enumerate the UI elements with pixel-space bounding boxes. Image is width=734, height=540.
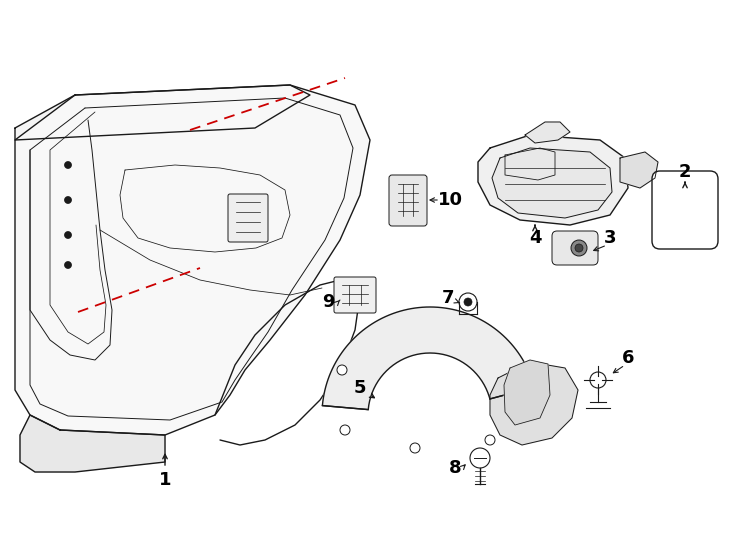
FancyBboxPatch shape [652, 171, 718, 249]
Text: 9: 9 [321, 293, 334, 311]
Polygon shape [15, 85, 370, 435]
Text: 10: 10 [437, 191, 462, 209]
Circle shape [65, 261, 71, 268]
Polygon shape [620, 152, 658, 188]
Polygon shape [490, 362, 578, 445]
Polygon shape [504, 360, 550, 425]
Text: 5: 5 [354, 379, 366, 397]
Polygon shape [492, 148, 612, 218]
FancyBboxPatch shape [228, 194, 268, 242]
Circle shape [65, 161, 71, 168]
Polygon shape [525, 122, 570, 143]
Circle shape [65, 232, 71, 239]
Circle shape [470, 448, 490, 468]
Circle shape [337, 365, 347, 375]
Circle shape [485, 435, 495, 445]
Circle shape [571, 240, 587, 256]
Circle shape [459, 293, 477, 311]
Text: 4: 4 [528, 229, 541, 247]
Text: 8: 8 [448, 459, 461, 477]
Circle shape [575, 244, 583, 252]
Circle shape [410, 443, 420, 453]
Polygon shape [478, 135, 628, 225]
Polygon shape [322, 307, 534, 410]
Circle shape [340, 425, 350, 435]
Text: 2: 2 [679, 163, 691, 181]
Text: 3: 3 [604, 229, 617, 247]
Circle shape [65, 197, 71, 204]
Polygon shape [15, 85, 310, 140]
Text: 7: 7 [442, 289, 454, 307]
FancyBboxPatch shape [334, 277, 376, 313]
Polygon shape [20, 415, 165, 472]
Circle shape [464, 298, 472, 306]
Text: 6: 6 [622, 349, 634, 367]
FancyBboxPatch shape [389, 175, 427, 226]
Text: 1: 1 [159, 471, 171, 489]
FancyBboxPatch shape [552, 231, 598, 265]
Circle shape [590, 372, 606, 388]
